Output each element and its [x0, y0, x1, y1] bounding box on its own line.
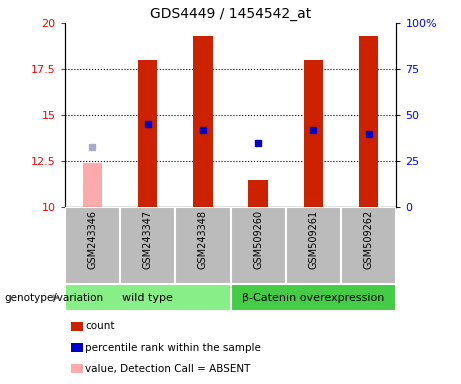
Text: GSM243348: GSM243348	[198, 210, 208, 269]
Bar	[359, 36, 378, 207]
Bar	[71, 322, 83, 331]
Text: GSM509262: GSM509262	[364, 210, 374, 269]
Bar	[83, 163, 102, 207]
Bar	[65, 284, 230, 311]
Bar	[341, 207, 396, 284]
Text: count: count	[85, 321, 115, 331]
Text: GSM509260: GSM509260	[253, 210, 263, 269]
Text: percentile rank within the sample: percentile rank within the sample	[85, 343, 261, 353]
Text: genotype/variation: genotype/variation	[5, 293, 104, 303]
Bar	[65, 207, 120, 284]
Bar	[248, 180, 268, 207]
Text: GSM243347: GSM243347	[142, 210, 153, 269]
Bar	[120, 207, 175, 284]
Text: GSM243346: GSM243346	[87, 210, 97, 269]
Bar	[230, 284, 396, 311]
Bar	[193, 36, 213, 207]
Title: GDS4449 / 1454542_at: GDS4449 / 1454542_at	[150, 7, 311, 21]
Text: GSM509261: GSM509261	[308, 210, 319, 269]
Text: β-Catenin overexpression: β-Catenin overexpression	[242, 293, 384, 303]
Bar	[304, 60, 323, 207]
Text: value, Detection Call = ABSENT: value, Detection Call = ABSENT	[85, 364, 251, 374]
Text: wild type: wild type	[122, 293, 173, 303]
Bar	[286, 207, 341, 284]
Bar	[71, 343, 83, 352]
Bar	[230, 207, 286, 284]
Bar	[175, 207, 230, 284]
Bar	[138, 60, 157, 207]
Bar	[71, 364, 83, 373]
